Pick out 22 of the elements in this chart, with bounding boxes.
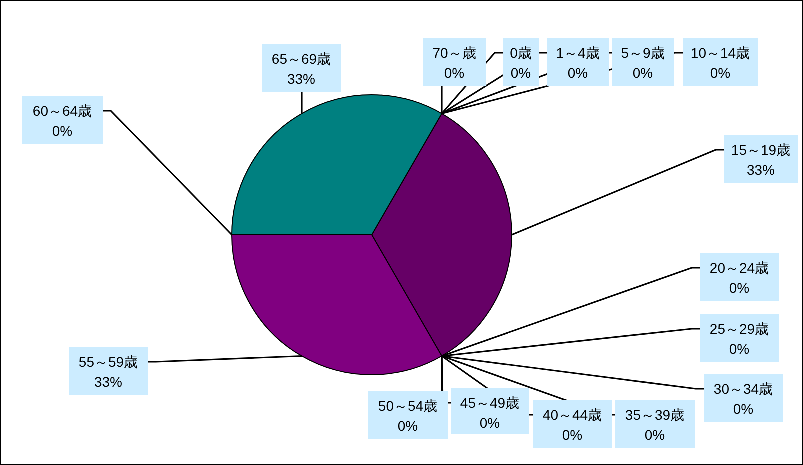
- data-label: 25～29歳 0%: [700, 314, 779, 362]
- data-label: 33%: [287, 71, 316, 87]
- data-label: 33%: [94, 374, 123, 390]
- data-label: 65～69歳 33%: [262, 44, 341, 92]
- data-label: 20～24歳 0%: [700, 253, 779, 301]
- data-label: 1～4歳 0%: [547, 38, 609, 86]
- data-label: 10～14歳 0%: [683, 38, 758, 86]
- data-label: 5～9歳 0%: [612, 38, 674, 86]
- data-label: 70～歳 0%: [423, 38, 486, 86]
- data-label: 55～59歳 33%: [69, 347, 148, 395]
- data-label: 60～64歳 0%: [22, 96, 103, 144]
- data-label: 40～44歳 0%: [533, 400, 612, 448]
- data-label: 33%: [746, 162, 776, 178]
- data-label: 50～54歳 0%: [368, 391, 448, 439]
- data-label: 0歳 0%: [503, 38, 539, 86]
- data-label: 30～34歳 0%: [704, 374, 783, 422]
- data-label: 35～39歳 0%: [615, 400, 695, 448]
- slice-label: 15～19歳: [731, 142, 791, 158]
- data-label: 45～49歳 0%: [451, 388, 529, 434]
- slice-label: 65～69歳: [272, 51, 332, 67]
- data-label: 15～19歳 33%: [724, 135, 798, 183]
- slice-label: 55～59歳: [78, 354, 138, 370]
